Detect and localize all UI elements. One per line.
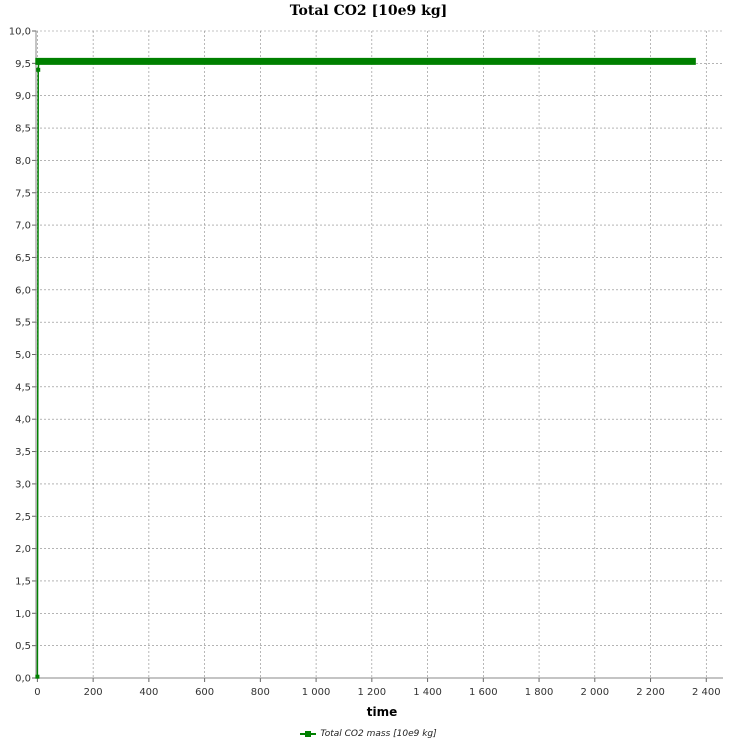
data-point	[91, 59, 96, 64]
legend: Total CO2 mass [10e9 kg]	[0, 729, 737, 739]
y-tick-label: 8,5	[15, 124, 31, 135]
data-point	[258, 59, 263, 64]
axes	[32, 30, 723, 682]
x-tick-label: 400	[139, 687, 158, 698]
y-tick-label: 0,5	[15, 641, 31, 652]
x-tick-label: 1 600	[469, 687, 498, 698]
y-tick-label: 1,5	[15, 576, 31, 587]
y-tick-label: 6,5	[15, 253, 31, 264]
legend-label: Total CO2 mass [10e9 kg]	[320, 729, 437, 739]
y-tick-label: 1,0	[15, 609, 31, 620]
y-tick-label: 6,0	[15, 285, 31, 296]
y-tick-label: 5,0	[15, 350, 31, 361]
x-tick-label: 1 400	[413, 687, 442, 698]
data-point	[202, 59, 207, 64]
y-tick-label: 0,0	[15, 674, 31, 685]
x-tick-label: 0	[34, 687, 40, 698]
y-tick-label: 3,5	[15, 447, 31, 458]
y-tick-label: 4,5	[15, 382, 31, 393]
data-point	[35, 674, 40, 679]
tick-labels: 0,0 0,5 1,0 1,5 2,0 2,5 3,0 3,5 4,0 4,5 5,0 5,5 6,0 6…	[9, 27, 721, 699]
plot-background	[36, 31, 723, 678]
y-tick-label: 4,0	[15, 415, 31, 426]
data-point	[63, 59, 68, 64]
data-point	[314, 59, 319, 64]
y-tick-label: 9,0	[15, 91, 31, 102]
x-tick-label: 800	[251, 687, 270, 698]
data-point	[36, 67, 41, 72]
data-point	[690, 59, 695, 64]
x-tick-label: 2 000	[580, 687, 609, 698]
y-tick-label: 2,0	[15, 544, 31, 555]
x-tick-label: 1 800	[525, 687, 554, 698]
chart-title: Total CO2 [10e9 kg]	[289, 3, 448, 19]
x-tick-label: 600	[195, 687, 214, 698]
y-tick-label: 7,0	[15, 221, 31, 232]
y-tick-label: 7,5	[15, 188, 31, 199]
data-point	[369, 59, 374, 64]
x-axis-label: time	[367, 705, 398, 719]
y-tick-label: 5,5	[15, 318, 31, 329]
data-point	[146, 59, 151, 64]
x-tick-label: 1 200	[358, 687, 387, 698]
data-point	[537, 59, 542, 64]
data-point	[481, 59, 486, 64]
series-layer	[35, 57, 696, 679]
data-point	[36, 59, 41, 64]
grid	[36, 30, 723, 679]
data-point	[592, 59, 597, 64]
y-tick-label: 8,0	[15, 156, 31, 167]
data-point	[648, 59, 653, 64]
x-tick-label: 200	[84, 687, 103, 698]
y-tick-label: 10,0	[9, 27, 31, 38]
y-tick-label: 3,0	[15, 479, 31, 490]
y-tick-label: 9,5	[15, 59, 31, 70]
x-tick-label: 1 000	[302, 687, 331, 698]
x-tick-label: 2 400	[692, 687, 721, 698]
x-tick-label: 2 200	[636, 687, 665, 698]
data-point	[425, 59, 430, 64]
legend-swatch-icon	[300, 731, 317, 737]
y-tick-label: 2,5	[15, 512, 31, 523]
